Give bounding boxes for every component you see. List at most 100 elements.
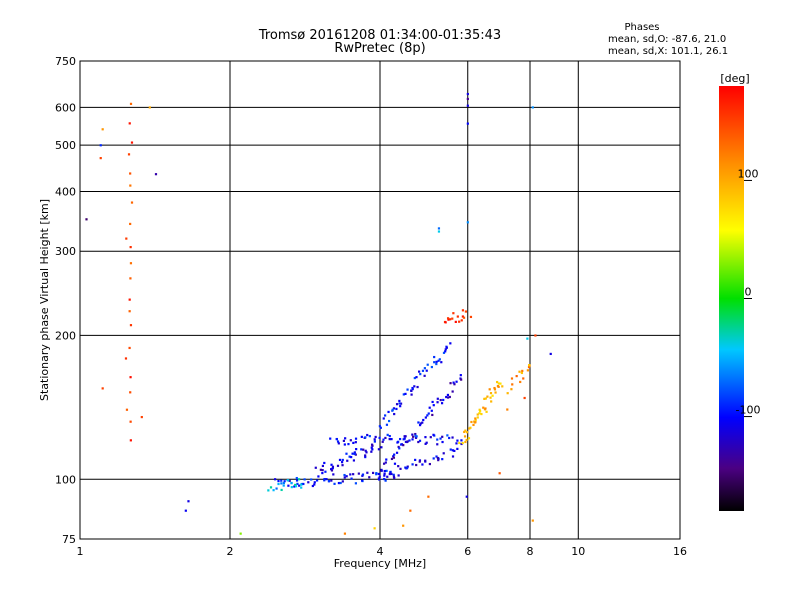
data-point <box>295 479 299 482</box>
data-point <box>398 402 401 405</box>
data-point <box>441 440 444 444</box>
data-point <box>431 400 434 404</box>
data-point <box>331 465 335 468</box>
data-point <box>452 312 455 315</box>
data-point <box>324 470 327 473</box>
data-point <box>377 472 380 476</box>
data-point <box>442 351 446 354</box>
data-point <box>423 367 426 370</box>
data-point <box>378 478 381 481</box>
data-point <box>277 482 280 486</box>
data-point <box>520 371 524 375</box>
data-point <box>466 122 469 125</box>
data-point <box>433 361 436 364</box>
data-point <box>366 471 369 474</box>
y-tick-label: 500 <box>55 139 76 152</box>
y-tick-label: 750 <box>55 55 76 68</box>
data-point <box>501 385 504 388</box>
data-point <box>460 439 463 442</box>
data-point <box>101 387 104 390</box>
phases-x-stats: mean, sd,X: 101.1, 26.1 <box>608 46 728 57</box>
scatter-points <box>85 92 552 535</box>
data-point <box>447 318 450 321</box>
data-point <box>510 377 514 380</box>
data-point <box>461 315 464 318</box>
data-point <box>406 466 409 470</box>
data-point <box>385 469 388 472</box>
data-point <box>323 479 326 482</box>
data-point <box>398 437 402 441</box>
data-point <box>378 475 381 478</box>
y-tick-label: 100 <box>55 473 76 486</box>
data-point <box>129 102 133 105</box>
data-point <box>380 446 383 449</box>
data-point <box>486 395 489 398</box>
phases-o-stats: mean, sd,O: -87.6, 21.0 <box>608 34 726 45</box>
data-point <box>440 361 443 364</box>
data-point <box>392 475 396 478</box>
data-point <box>452 381 455 384</box>
data-point <box>461 441 464 445</box>
data-point <box>335 437 338 441</box>
data-point <box>390 457 394 461</box>
data-point <box>427 495 430 498</box>
plot-frame <box>79 60 681 540</box>
data-point <box>140 415 143 419</box>
x-tick-label: 16 <box>673 545 687 558</box>
data-point <box>399 405 402 408</box>
data-point <box>302 482 305 486</box>
data-point <box>125 237 128 240</box>
data-point <box>382 438 385 441</box>
data-point <box>352 459 356 462</box>
data-point <box>476 413 479 416</box>
colorbar-ticks: 100 0 -100 <box>736 167 760 418</box>
data-point <box>479 410 482 413</box>
data-point <box>389 471 392 474</box>
data-point <box>333 482 336 485</box>
data-point <box>392 455 395 458</box>
data-point <box>414 434 417 437</box>
data-point <box>478 412 481 415</box>
data-point <box>491 394 494 397</box>
data-point <box>493 388 497 391</box>
data-point <box>283 480 286 483</box>
data-point <box>506 392 509 395</box>
data-point <box>466 104 469 107</box>
data-point <box>413 376 416 380</box>
data-point <box>410 389 413 392</box>
data-point <box>435 362 438 366</box>
data-point <box>239 532 242 535</box>
data-point <box>321 471 324 475</box>
data-point <box>395 403 399 406</box>
data-point <box>371 448 374 451</box>
data-point <box>511 383 514 386</box>
data-point <box>439 437 442 440</box>
data-point <box>482 406 485 409</box>
data-point <box>303 478 306 481</box>
data-point <box>490 400 493 403</box>
data-point <box>458 441 461 445</box>
data-point <box>340 461 344 464</box>
data-point <box>418 459 422 462</box>
data-point <box>506 408 509 411</box>
data-point <box>310 478 313 481</box>
data-point <box>130 141 134 144</box>
data-point <box>129 277 132 280</box>
colorbar-tick-label: 100 <box>738 167 759 180</box>
data-point <box>444 348 447 351</box>
data-point <box>371 471 375 475</box>
data-point <box>476 416 479 419</box>
x-tick-label: 2 <box>227 545 234 558</box>
y-tick-label: 200 <box>55 329 76 342</box>
data-point <box>432 404 435 407</box>
data-point <box>430 409 433 412</box>
data-point <box>515 374 518 378</box>
data-point <box>442 398 445 402</box>
data-point <box>351 452 354 455</box>
data-point <box>413 385 416 388</box>
data-point <box>474 419 477 422</box>
data-point <box>381 440 384 443</box>
data-point <box>432 457 435 460</box>
data-point <box>466 97 469 101</box>
data-point <box>315 479 319 482</box>
